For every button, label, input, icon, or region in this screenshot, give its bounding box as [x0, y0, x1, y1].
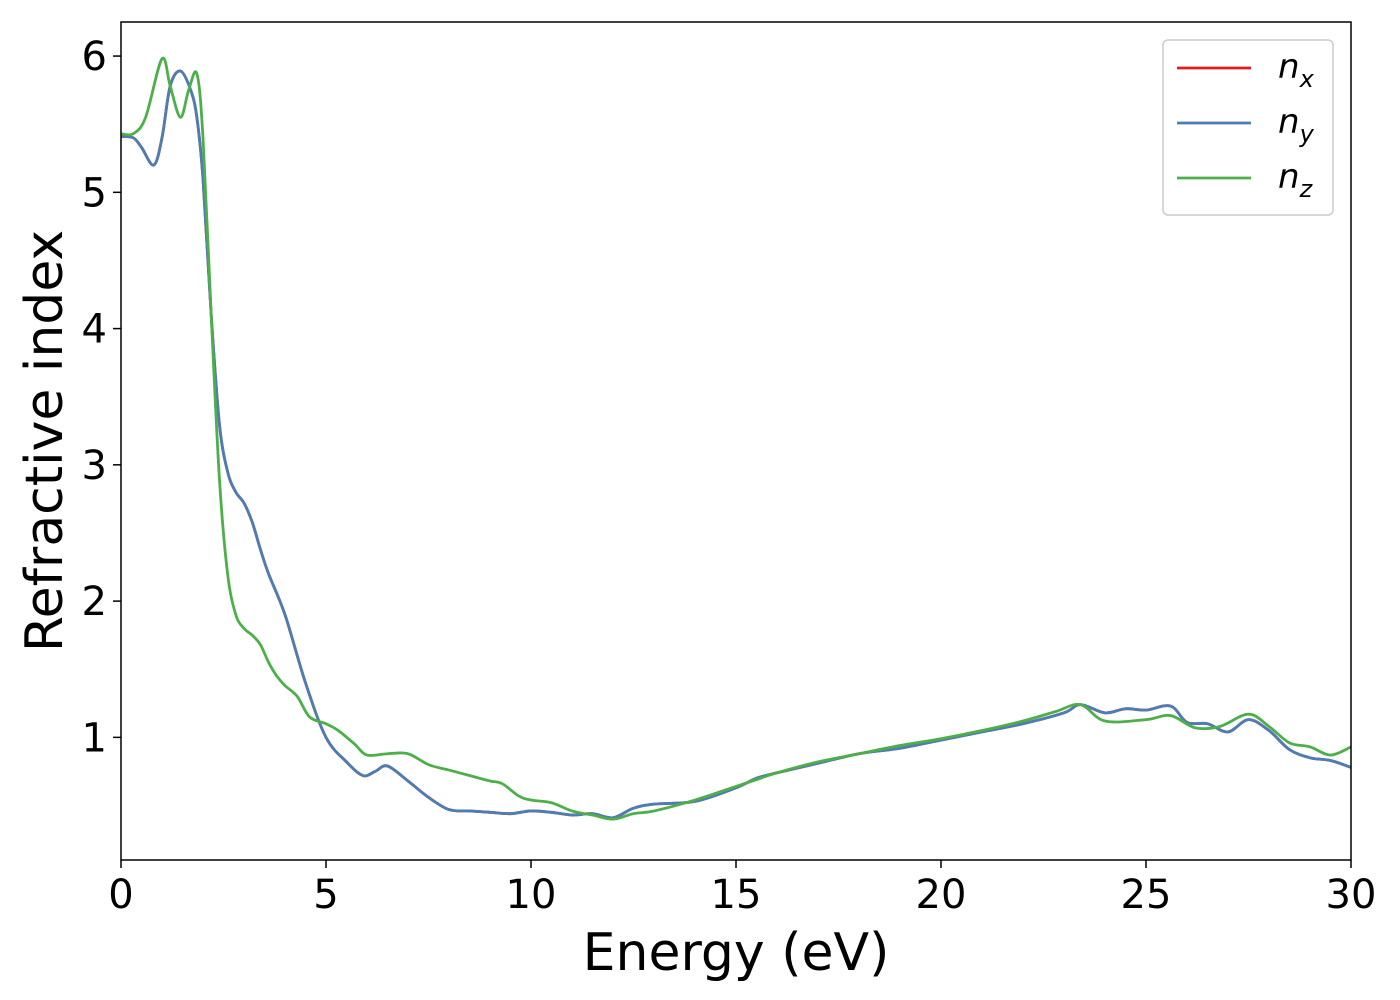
plot-area — [121, 56, 1351, 821]
y-axis-title: Refractive index — [15, 230, 75, 652]
y-tick-label: 2 — [82, 579, 107, 625]
legend-label-y: ny — [1278, 102, 1315, 148]
y-tick-label: 1 — [82, 715, 107, 761]
legend-label-x: nx — [1278, 47, 1315, 93]
x-tick-label: 25 — [1121, 872, 1172, 918]
x-tick-label: 0 — [108, 872, 133, 918]
y-tick-label: 5 — [82, 170, 107, 216]
x-tick-label: 30 — [1326, 872, 1377, 918]
axes-frame — [120, 21, 1352, 861]
x-tick-label: 5 — [313, 872, 338, 918]
y-tick-label: 6 — [82, 34, 107, 80]
y-tick-label: 3 — [82, 443, 107, 489]
x-tick-label: 10 — [506, 872, 557, 918]
y-tick-label: 4 — [82, 307, 107, 353]
axis-ticks: 0 5 10 15 20 25 30 1 2 3 4 5 6 — [82, 34, 1377, 918]
x-tick-label: 20 — [916, 872, 967, 918]
legend: nx ny nz — [1162, 39, 1334, 216]
legend-box — [1162, 39, 1334, 216]
legend-label-z: nz — [1278, 157, 1314, 203]
x-tick-label: 15 — [711, 872, 762, 918]
x-axis-title: Energy (eV) — [583, 923, 890, 983]
series-line-z — [121, 56, 1351, 821]
